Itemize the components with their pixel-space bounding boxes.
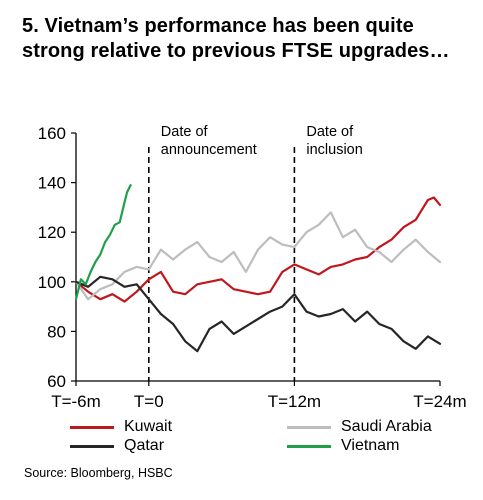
- axes: [75, 133, 440, 382]
- legend-swatch: [70, 425, 114, 429]
- legend-label: Vietnam: [341, 437, 400, 454]
- legend-swatch: [287, 425, 331, 429]
- y-axis-ticks: 60 80 100 120 140 160: [38, 124, 76, 391]
- chart-title: 5. Vietnam’s performance has been quite …: [22, 15, 450, 62]
- annotation-label: announcement: [161, 142, 257, 158]
- y-tick-label: 60: [47, 372, 66, 391]
- annotations: Date of announcement Date of inclusion: [148, 124, 363, 381]
- x-tick-label: T=24m: [413, 392, 466, 411]
- y-tick-label: 160: [38, 124, 66, 143]
- y-tick-label: 120: [38, 223, 66, 242]
- legend-label: Saudi Arabia: [341, 418, 432, 435]
- legend-item-vietnam: Vietnam: [287, 436, 399, 456]
- x-axis-ticks: T=-6m T=0 T=12m T=24m: [51, 381, 467, 411]
- legend-item-saudi-arabia: Saudi Arabia: [287, 417, 432, 437]
- legend-item-kuwait: Kuwait: [70, 417, 172, 437]
- annotation-label: inclusion: [306, 142, 362, 158]
- y-tick-label: 140: [38, 174, 66, 193]
- x-tick-label: T=-6m: [51, 392, 101, 411]
- y-tick-label: 100: [38, 273, 66, 292]
- legend-swatch: [287, 444, 331, 448]
- y-tick-label: 80: [47, 322, 66, 341]
- legend-label: Kuwait: [124, 418, 173, 435]
- series-line-qatar: [74, 275, 442, 353]
- source-note: Source: Bloomberg, HSBC: [24, 466, 173, 480]
- series-line-kuwait: [74, 196, 442, 303]
- annotation-label: Date of: [306, 124, 354, 140]
- legend-swatch: [70, 444, 114, 448]
- legend-item-qatar: Qatar: [70, 436, 164, 456]
- legend-label: Qatar: [124, 437, 165, 454]
- series-lines: [74, 184, 442, 353]
- annotation-label: Date of: [161, 124, 209, 140]
- series-line-saudi-arabia: [74, 211, 442, 301]
- x-tick-label: T=12m: [268, 392, 321, 411]
- series-line-vietnam: [74, 184, 132, 301]
- x-tick-label: T=0: [134, 392, 164, 411]
